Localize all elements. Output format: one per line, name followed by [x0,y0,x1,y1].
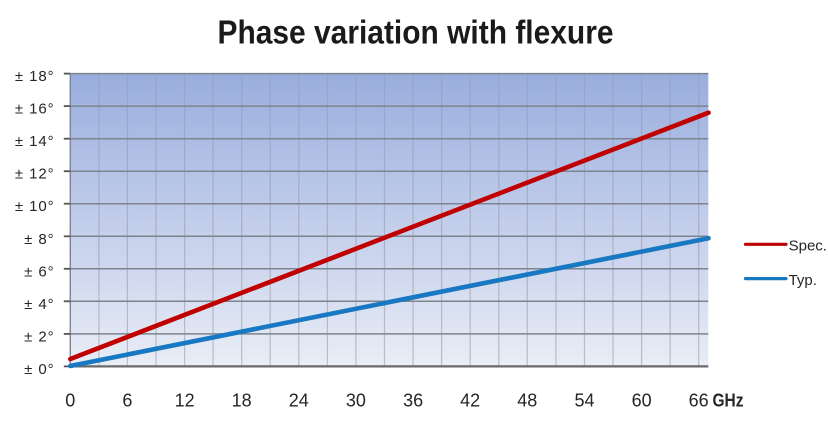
svg-text:42: 42 [460,390,480,410]
svg-text:6: 6 [122,390,132,410]
svg-text:± 18°: ± 18° [15,68,55,85]
svg-text:30: 30 [346,390,366,410]
svg-text:± 16°: ± 16° [15,101,55,118]
svg-text:± 10°: ± 10° [15,198,55,215]
svg-text:GHz: GHz [713,390,744,410]
svg-text:24: 24 [289,390,309,410]
svg-text:54: 54 [574,390,594,410]
svg-text:Phase variation with flexure: Phase variation with flexure [218,14,614,51]
svg-text:48: 48 [517,390,537,410]
svg-text:36: 36 [403,390,423,410]
svg-text:± 14°: ± 14° [15,133,55,150]
svg-text:± 0°: ± 0° [24,361,54,378]
svg-text:± 8°: ± 8° [24,231,54,248]
svg-text:60: 60 [632,390,652,410]
svg-text:± 12°: ± 12° [15,166,55,183]
svg-text:18: 18 [232,390,252,410]
svg-text:± 4°: ± 4° [24,296,54,313]
svg-text:± 6°: ± 6° [24,263,54,280]
svg-text:Typ.: Typ. [789,272,817,289]
svg-text:± 2°: ± 2° [24,328,54,345]
svg-text:12: 12 [175,390,195,410]
svg-text:0: 0 [65,390,75,410]
svg-text:66: 66 [689,390,709,410]
svg-text:Spec.: Spec. [789,238,827,255]
